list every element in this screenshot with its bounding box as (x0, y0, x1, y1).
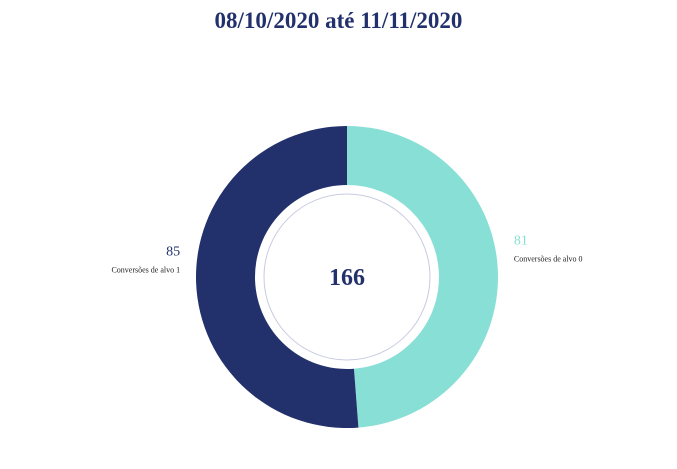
center-total: 166 (329, 265, 365, 291)
slice-label-1: Conversões de alvo 1 (111, 266, 180, 275)
donut-slices (195, 126, 498, 429)
slice-1 (195, 126, 359, 429)
slice-0 (347, 126, 498, 428)
inner-ring (263, 193, 431, 361)
slice-value-0: 81 (514, 233, 528, 248)
slice-label-0: Conversões de alvo 0 (514, 254, 583, 263)
page-title: 08/10/2020 até 11/11/2020 (214, 8, 463, 33)
slice-value-1: 85 (166, 245, 180, 260)
slice-labels: 81 Conversões de alvo 0 85 Conversões de al… (111, 233, 582, 274)
